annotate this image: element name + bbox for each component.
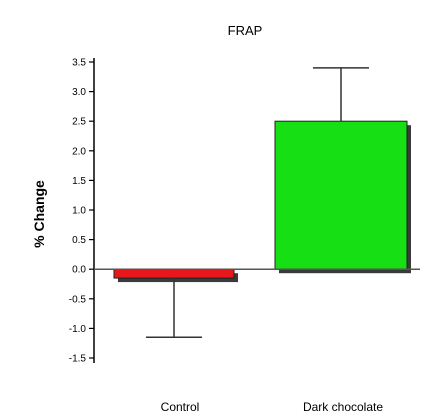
y-tick-label: -1.5 xyxy=(69,354,87,365)
bars xyxy=(113,120,411,283)
y-tick-label: 3.5 xyxy=(72,58,86,69)
bar xyxy=(113,268,235,279)
y-tick-label: 3.0 xyxy=(72,87,86,98)
y-axis-label: % Change xyxy=(31,180,47,248)
y-tick-label: 2.0 xyxy=(72,146,86,157)
x-axis-labels: Control Dark chocolate xyxy=(161,400,384,414)
chart-title: FRAP xyxy=(228,23,263,38)
y-tick-label: 0.0 xyxy=(72,265,86,276)
y-tick-label: 0.5 xyxy=(72,235,86,246)
bar xyxy=(274,120,408,270)
x-tick-label: Control xyxy=(161,400,200,414)
x-tick-label: Dark chocolate xyxy=(303,400,383,414)
y-tick-label: -0.5 xyxy=(69,294,87,305)
error-bars xyxy=(146,67,369,339)
y-axis-ticks: 3.5 3.0 2.5 2.0 1.5 1.0 0.5 0.0 -0.5 -1.0 -1.5 xyxy=(69,58,94,365)
y-tick-label: 1.5 xyxy=(72,176,86,187)
y-tick-label: 1.0 xyxy=(72,206,86,217)
y-tick-label: -1.0 xyxy=(69,324,87,335)
y-tick-label: 2.5 xyxy=(72,117,86,128)
